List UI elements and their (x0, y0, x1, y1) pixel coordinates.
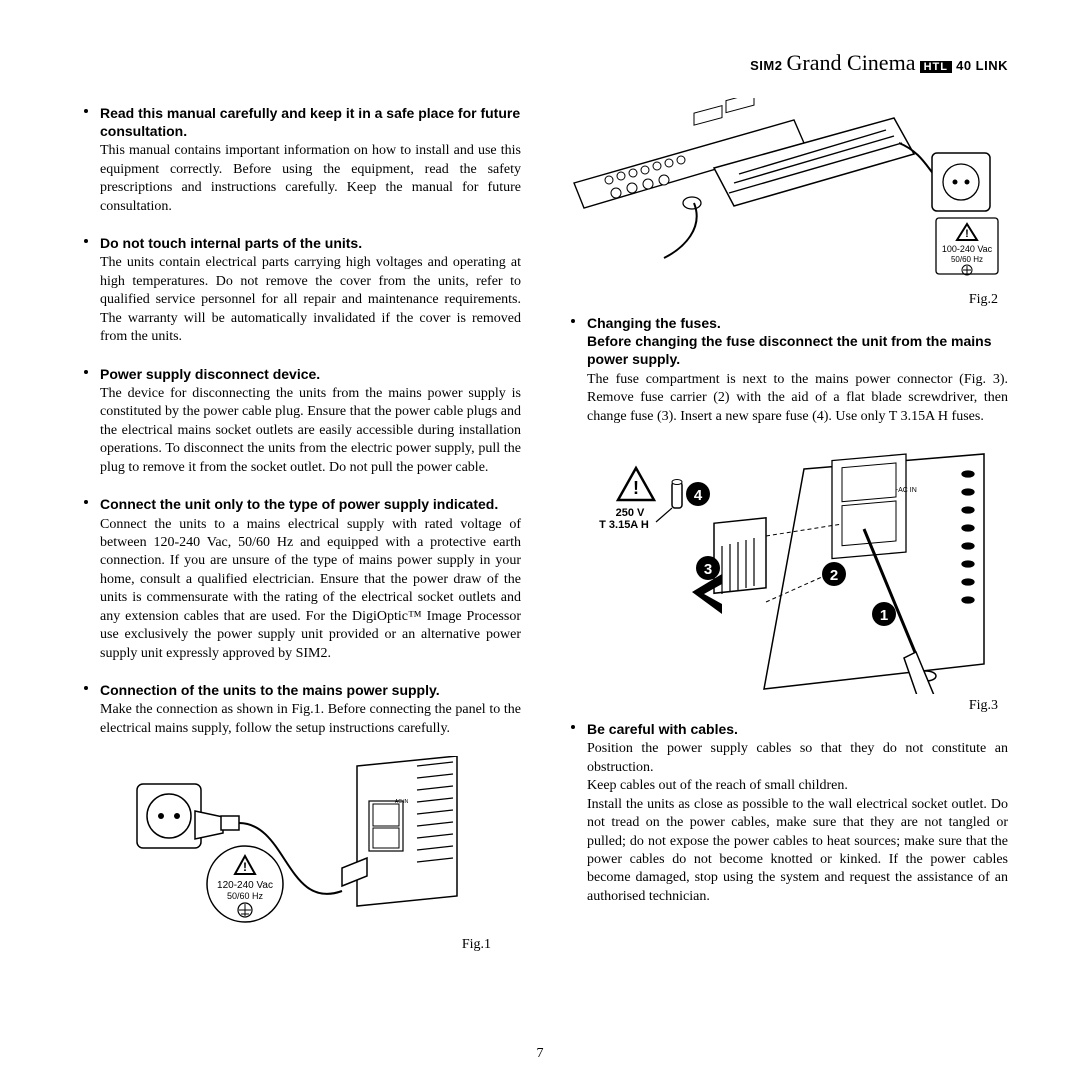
figure-1: ~AC IN ! 120-240 Vac 50/60 Hz Fig.1 (72, 756, 521, 953)
svg-text:3: 3 (703, 561, 711, 578)
brand-prefix: SIM2 (750, 58, 782, 73)
section-body-3: Install the units as close as possible t… (587, 796, 1008, 907)
svg-text:4: 4 (693, 487, 702, 504)
section-body-2: Keep cables out of the reach of small ch… (587, 777, 1008, 795)
svg-text:2: 2 (829, 567, 837, 584)
section-body-1: Position the power supply cables so that… (587, 740, 1008, 777)
section-title: Read this manual carefully and keep it i… (100, 104, 521, 140)
section-mains-connection: Connection of the units to the mains pow… (72, 681, 521, 738)
svg-text:!: ! (965, 228, 969, 240)
fig1-illustration: ~AC IN ! 120-240 Vac 50/60 Hz (117, 756, 477, 941)
figure-2: ! 100-240 Vac 50/60 Hz Fig.2 (559, 98, 1008, 308)
section-body: The units contain electrical parts carry… (100, 254, 521, 346)
section-manual: Read this manual carefully and keep it i… (72, 104, 521, 216)
brand-suffix: 40 LINK (956, 58, 1008, 73)
section-body: The fuse compartment is next to the main… (587, 371, 1008, 426)
section-body: This manual contains important informati… (100, 142, 521, 216)
right-column: ! 100-240 Vac 50/60 Hz Fig.2 Changing th… (559, 104, 1008, 959)
brand-script: Grand Cinema (787, 50, 916, 75)
section-body: The device for disconnecting the units f… (100, 385, 521, 477)
section-internal: Do not touch internal parts of the units… (72, 234, 521, 347)
section-title: Changing the fuses. Before changing the … (587, 314, 1008, 369)
svg-text:~AC IN: ~AC IN (392, 799, 409, 805)
bullet-icon (571, 725, 575, 729)
svg-text:!: ! (243, 860, 247, 874)
svg-text:1: 1 (879, 607, 887, 624)
bullet-icon (571, 319, 575, 323)
section-title: Connection of the units to the mains pow… (100, 681, 521, 699)
section-title: Power supply disconnect device. (100, 365, 521, 383)
svg-text:250 V: 250 V (615, 507, 644, 519)
section-title: Connect the unit only to the type of pow… (100, 495, 521, 513)
svg-text:120-240 Vac: 120-240 Vac (217, 880, 273, 891)
fuses-title-1: Changing the fuses. (587, 315, 721, 331)
fig3-illustration: ~AC IN (564, 444, 1004, 694)
section-power-type: Connect the unit only to the type of pow… (72, 495, 521, 663)
bullet-icon (84, 370, 88, 374)
content-columns: Read this manual carefully and keep it i… (72, 104, 1008, 959)
section-body: Connect the units to a mains electrical … (100, 516, 521, 664)
fuses-title-2: Before changing the fuse disconnect the … (587, 333, 992, 367)
svg-text:50/60 Hz: 50/60 Hz (950, 255, 982, 264)
bullet-icon (84, 109, 88, 113)
left-column: Read this manual carefully and keep it i… (72, 104, 521, 959)
section-title: Do not touch internal parts of the units… (100, 234, 521, 252)
svg-text:100-240 Vac: 100-240 Vac (941, 244, 992, 254)
bullet-icon (84, 500, 88, 504)
fig3-caption: Fig.3 (559, 698, 1008, 714)
fig2-caption: Fig.2 (559, 292, 1008, 308)
bullet-icon (84, 686, 88, 690)
figure-3: ~AC IN (559, 444, 1008, 714)
fig2-illustration: ! 100-240 Vac 50/60 Hz (564, 98, 1004, 288)
svg-text:50/60 Hz: 50/60 Hz (226, 891, 263, 901)
section-disconnect: Power supply disconnect device. The devi… (72, 365, 521, 478)
section-body: Make the connection as shown in Fig.1. B… (100, 701, 521, 738)
htl-badge: HTL (920, 61, 952, 73)
page-number: 7 (537, 1046, 544, 1062)
bullet-icon (84, 239, 88, 243)
svg-text:T 3.15A H: T 3.15A H (599, 519, 649, 531)
page-header: SIM2 Grand Cinema HTL 40 LINK (72, 50, 1008, 76)
svg-text:!: ! (633, 478, 639, 498)
section-fuses: Changing the fuses. Before changing the … (559, 314, 1008, 426)
svg-text:~AC IN: ~AC IN (894, 487, 917, 494)
section-title: Be careful with cables. (587, 720, 1008, 738)
fig1-caption: Fig.1 (72, 937, 521, 953)
section-cables: Be careful with cables. Position the pow… (559, 720, 1008, 906)
